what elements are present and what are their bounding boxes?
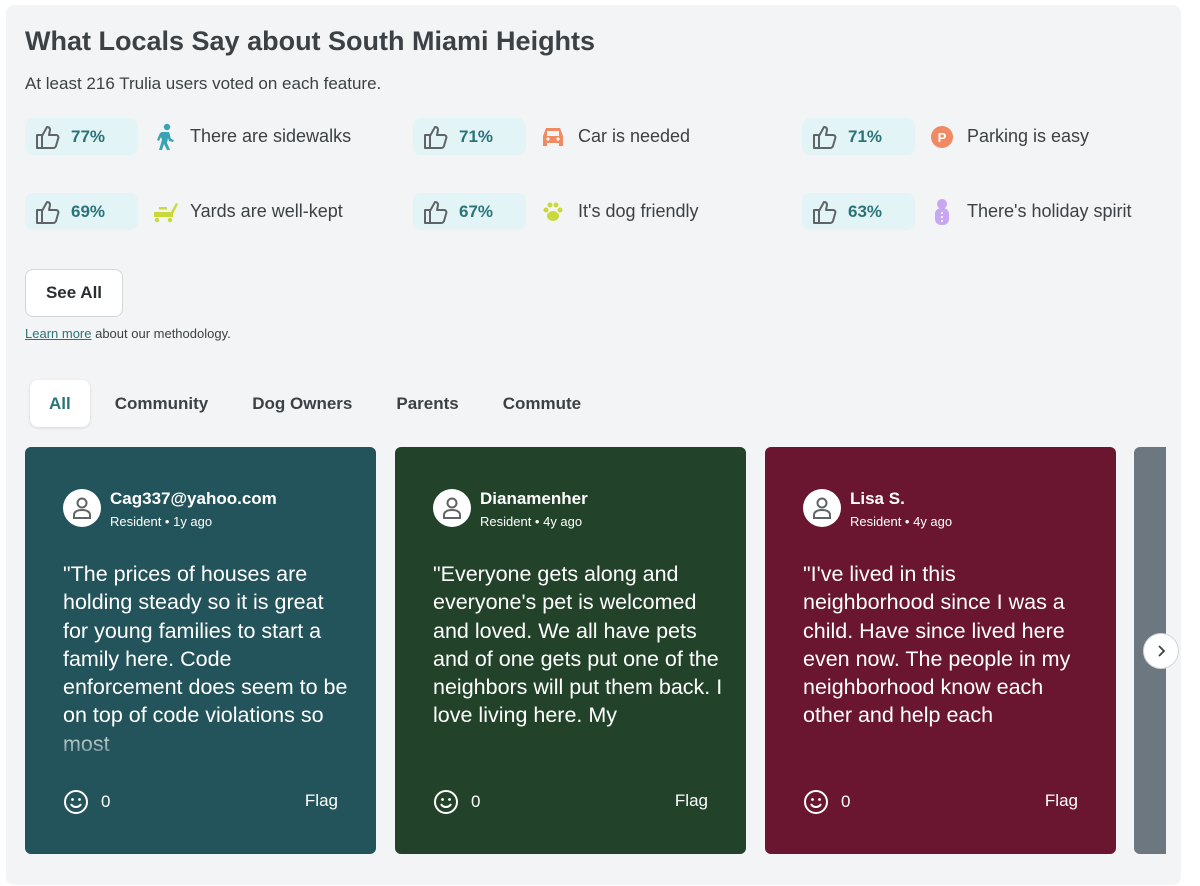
user-icon [443, 497, 461, 519]
reaction-count: 0 [101, 792, 111, 811]
user-icon [813, 497, 831, 519]
flag-button[interactable]: Flag [1044, 791, 1078, 810]
snowman-icon [929, 198, 955, 226]
reviewer-meta: Resident • 1y ago [110, 514, 213, 529]
thumbs-up-icon [813, 200, 837, 224]
vote-percent: 71% [459, 126, 494, 146]
review-tabs: All Community Dog Owners Parents Commute [30, 380, 603, 427]
feature-item: 77% There are sidewalks [25, 118, 351, 155]
thumbs-up-icon [424, 125, 448, 149]
thumbs-up-icon [36, 125, 60, 149]
vote-percent-badge[interactable]: 67% [413, 193, 526, 230]
lawnmower-icon [152, 201, 178, 223]
svg-text:P: P [938, 130, 947, 145]
feature-label: Car is needed [578, 126, 691, 146]
tab-parents[interactable]: Parents [396, 393, 459, 413]
avatar [803, 489, 841, 527]
reviewer-name: Dianamenher [480, 489, 588, 508]
reaction-button[interactable]: 0 [63, 789, 110, 815]
tab-dog-owners[interactable]: Dog Owners [252, 393, 353, 413]
avatar [63, 489, 101, 527]
feature-label: There's holiday spirit [967, 201, 1132, 221]
see-all-button[interactable]: See All [25, 269, 123, 317]
vote-percent: 71% [848, 126, 883, 146]
feature-label: Yards are well-kept [190, 201, 343, 221]
car-icon [540, 126, 566, 148]
feature-item: 69% Yards are well-kept [25, 193, 343, 230]
vote-percent: 67% [459, 201, 494, 221]
thumbs-up-icon [36, 200, 60, 224]
chevron-right-icon [1158, 645, 1166, 657]
tab-all[interactable]: All [30, 380, 90, 427]
walking-person-icon [152, 123, 178, 151]
flag-button[interactable]: Flag [674, 791, 708, 810]
reaction-button[interactable]: 0 [803, 789, 850, 815]
review-text: "Everyone gets along and everyone's pet … [433, 562, 723, 728]
feature-item: 71% P Parking is easy [802, 118, 1089, 155]
review-card[interactable]: Lisa S. Resident • 4y ago "I've lived in… [765, 447, 1116, 854]
feature-label: It's dog friendly [578, 201, 699, 221]
parking-icon: P [929, 125, 955, 149]
reaction-count: 0 [471, 792, 481, 811]
learn-more-link[interactable]: Learn more [25, 326, 92, 341]
vote-percent-badge[interactable]: 77% [25, 118, 138, 155]
reviewer-meta: Resident • 4y ago [850, 514, 953, 529]
review-text: "The prices of houses are holding steady… [63, 562, 348, 756]
smiley-icon [804, 790, 828, 814]
smiley-icon [434, 790, 458, 814]
avatar [433, 489, 471, 527]
flag-button[interactable]: Flag [304, 791, 338, 810]
vote-percent-badge[interactable]: 71% [413, 118, 526, 155]
feature-item: 63% There's holiday spirit [802, 193, 1132, 230]
feature-item: 71% Car is needed [413, 118, 690, 155]
reaction-button[interactable]: 0 [433, 789, 480, 815]
vote-percent: 77% [71, 126, 106, 146]
next-reviews-button[interactable] [1143, 633, 1179, 669]
user-icon [73, 497, 91, 519]
page-title: What Locals Say about South Miami Height… [25, 26, 596, 56]
feature-label: There are sidewalks [190, 126, 352, 146]
thumbs-up-icon [813, 125, 837, 149]
vote-percent-badge[interactable]: 63% [802, 193, 915, 230]
methodology-text: about our methodology. [91, 326, 231, 341]
tab-community[interactable]: Community [114, 393, 209, 413]
tab-commute[interactable]: Commute [502, 393, 582, 413]
vote-percent: 63% [848, 201, 883, 221]
review-card[interactable]: Dianamenher Resident • 4y ago "Everyone … [395, 447, 746, 854]
vote-percent-badge[interactable]: 71% [802, 118, 915, 155]
vote-percent-badge[interactable]: 69% [25, 193, 138, 230]
paw-icon [540, 201, 566, 223]
vote-percent: 69% [71, 201, 106, 221]
smiley-icon [64, 790, 88, 814]
reaction-count: 0 [841, 792, 851, 811]
reviewer-meta: Resident • 4y ago [480, 514, 583, 529]
subtitle: At least 216 Trulia users voted on each … [25, 74, 382, 93]
review-text: "I've lived in this neighborhood since I… [803, 562, 1071, 728]
feature-label: Parking is easy [967, 126, 1090, 146]
thumbs-up-icon [424, 200, 448, 224]
reviewer-name: Lisa S. [850, 489, 905, 508]
reviewer-name: Cag337@yahoo.com [110, 489, 277, 508]
review-card[interactable]: Cag337@yahoo.com Resident • 1y ago "The … [25, 447, 376, 854]
methodology-note: Learn more about our methodology. [25, 326, 231, 341]
feature-item: 67% It's dog friendly [413, 193, 699, 230]
